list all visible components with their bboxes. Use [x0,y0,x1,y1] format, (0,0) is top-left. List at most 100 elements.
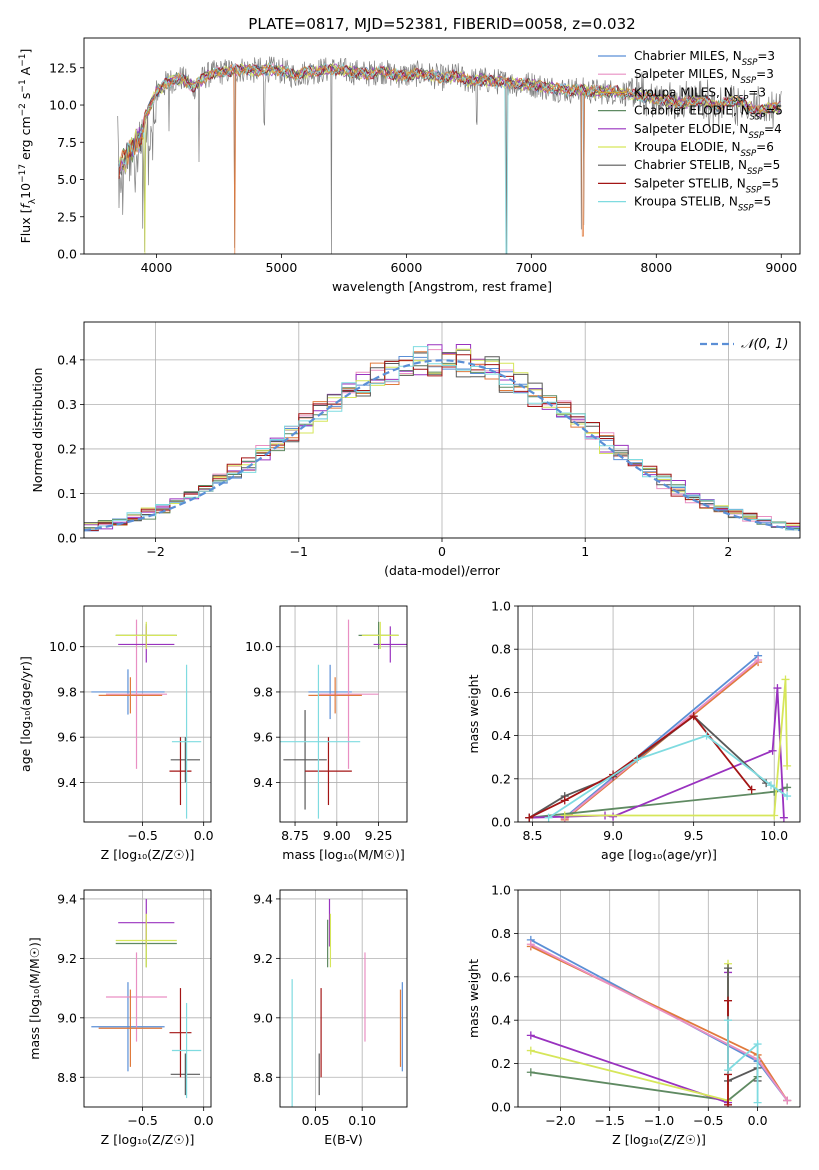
legend-suffix: =3 [757,49,775,63]
x-tick-label: 9.00 [323,828,351,843]
y-tick-label: 12.5 [49,60,77,75]
x-tick-label: −0.5 [127,1113,157,1128]
x-tick-label: 7000 [515,260,547,275]
weight-line-kroupa-elodie [564,679,788,817]
plot-area [84,890,211,1107]
data-spectrum-line [117,56,782,254]
x-tick-label: 0.0 [194,828,214,843]
x-tick-label: 5000 [266,260,298,275]
point-marker [779,813,788,822]
y-tick-label: 0.3 [57,397,77,412]
point-marker [724,1016,733,1025]
y-label-part: −1 [18,53,28,66]
y-axis-label: age [log₁₀(age/yr)] [18,656,33,772]
weight-line-kroupa-stelib [548,734,788,819]
y-tick-label: 1.0 [491,599,511,614]
y-label-part: Flux [ [18,209,33,244]
weight-line-chabrier-elodie [530,1071,759,1102]
y-label-part: f [18,203,33,209]
y-axis-label: mass weight [466,959,481,1038]
x-tick-label: 0 [438,544,446,559]
x-axis-label: Z [log₁₀(Z/Z☉)] [612,1132,706,1147]
point-marker [526,1046,535,1055]
point-marker [747,785,756,794]
point-marker [544,813,553,822]
legend-entry: Salpeter ELODIE, NSSP=4 [634,122,782,141]
y-tick-label: 0.8 [491,642,511,657]
x-tick-label: 8000 [640,260,672,275]
y-tick-label: 9.4 [57,775,77,790]
legend-label: Kroupa ELODIE, N [634,140,741,154]
legend-entry: Kroupa MILES, NSSP=3 [634,85,766,104]
x-tick-label: −2 [146,544,164,559]
y-tick-label: 9.6 [57,730,77,745]
plot-area [117,56,782,254]
weight-line-kroupa-stelib [727,1020,759,1103]
y-tick-label: 0.0 [491,1100,511,1115]
legend-sub: SSP [741,76,757,86]
weight-line-chabrier-stelib [727,968,759,1083]
y-tick-label: 10.0 [49,639,77,654]
weight-line-chabrier-elodie [529,786,788,819]
point-marker [768,746,777,755]
y-label-part: erg cm [18,116,33,164]
plot-area [518,606,800,822]
point-marker [783,761,792,770]
y-tick-label: 0.2 [491,771,511,786]
y-tick-label: 10.0 [49,98,77,113]
plot-area [280,606,407,822]
normal-curve-line [84,359,800,532]
y-tick-label: 0.6 [491,969,511,984]
legend-entry: 𝒩(0, 1) [741,337,788,352]
legend-entry: Chabrier STELIB, NSSP=5 [634,158,780,177]
x-axis-label: Z [log₁₀(Z/Z☉)] [101,847,195,862]
x-tick-label: 0.10 [348,1113,376,1128]
y-label-part: ] [18,49,33,54]
point-marker [753,1040,762,1049]
legend-suffix: =5 [763,158,781,172]
point-marker [724,1100,733,1107]
plot-area [280,890,407,1107]
legend-sub: SSP [746,185,762,195]
y-tick-label: 0.0 [57,531,77,546]
y-tick-label: 2.5 [57,209,77,224]
x-tick-label: 9.25 [365,828,393,843]
y-label-part: −17 [18,164,28,183]
y-axis-label: Flux [fλ10−17 erg cm−2 s−1 A−1] [18,49,38,244]
legend-suffix: =5 [754,195,772,209]
x-tick-label: −2.0 [545,1113,575,1128]
x-tick-label: −1.5 [595,1113,625,1128]
y-tick-label: 7.5 [57,135,77,150]
y-tick-label: 0.2 [491,1056,511,1071]
plot-area [84,322,800,538]
legend-entry: Chabrier ELODIE, NSSP=5 [634,104,783,123]
panel-age_vs_mass: 8.75 9.00 9.25 9.4 9.6 9.8 10.0 mass [log₁₀(M/M… [245,605,408,862]
legend-suffix: =4 [764,122,782,136]
x-tick-label: 6000 [390,260,422,275]
panel-residuals: −2 −1 0 1 2 0.0 0.1 0.2 0.3 0.4 (data-model)/error… [30,321,801,578]
y-tick-label: 0.4 [491,1013,511,1028]
axes-frame [83,605,212,823]
x-tick-label: 0.05 [302,1113,330,1128]
model-line-salpeter-stelib [118,63,781,179]
point-marker [754,656,763,664]
y-tick-label: 10.0 [245,639,273,654]
model-line-kroupa-stelib [118,62,781,254]
y-axis-label: Normed distribution [30,368,45,493]
x-axis-label: E(B-V) [324,1132,363,1147]
y-tick-label: 9.2 [57,951,77,966]
axes-frame [279,605,408,823]
point-marker [526,1068,535,1077]
point-marker [753,1098,762,1107]
point-marker [560,796,569,805]
panel-age_vs_Z: −0.5 0.0 9.4 9.6 9.8 10.0 Z [log₁₀(Z/Z☉)] age [… [18,605,214,862]
histogram-step-kroupa-stelib [84,346,800,531]
x-axis-label: mass [log₁₀(M/M☉)] [282,847,404,862]
legend-sub: SSP [750,113,766,123]
legend-entry: Kroupa ELODIE, NSSP=6 [634,140,774,159]
histogram-step-salpeter-stelib [84,354,800,531]
y-tick-label: 9.4 [57,891,77,906]
legend-entry: Salpeter MILES, NSSP=3 [634,67,774,86]
y-tick-label: 0.2 [57,441,77,456]
